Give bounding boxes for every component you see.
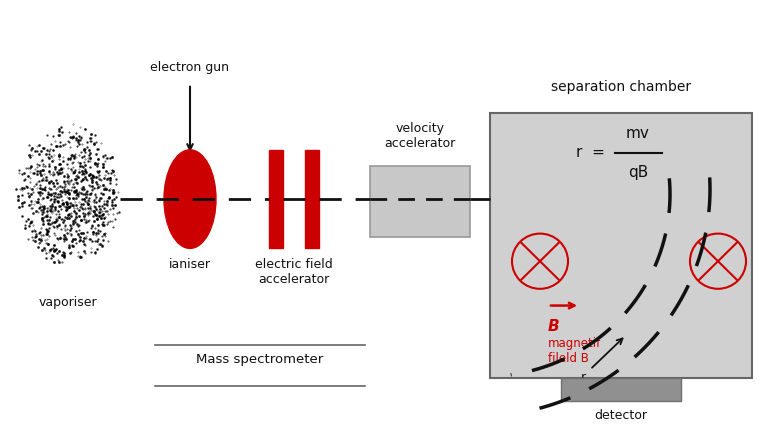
Ellipse shape: [164, 150, 216, 248]
Bar: [490, 113, 752, 377]
Bar: [305, 150, 319, 248]
Text: separation chamber: separation chamber: [551, 80, 691, 94]
Text: r: r: [581, 371, 586, 384]
Text: mv: mv: [626, 126, 650, 141]
Text: qB: qB: [628, 165, 648, 180]
Text: vaporiser: vaporiser: [39, 296, 97, 309]
Text: velocity
accelerator: velocity accelerator: [384, 122, 455, 150]
Text: electric field
accelerator: electric field accelerator: [255, 258, 333, 286]
Text: r  =: r =: [576, 145, 605, 160]
Text: magnetif
fileld B: magnetif fileld B: [548, 337, 601, 365]
Bar: [370, 166, 470, 237]
Text: Mass spectrometer: Mass spectrometer: [196, 353, 324, 366]
Bar: [561, 377, 681, 401]
Text: ianiser: ianiser: [169, 258, 211, 271]
Text: B: B: [548, 319, 559, 335]
Text: detector: detector: [594, 409, 648, 422]
Bar: [269, 150, 283, 248]
Text: electron gun: electron gun: [151, 61, 229, 74]
